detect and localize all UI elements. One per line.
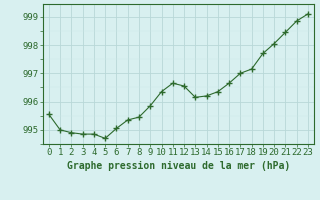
X-axis label: Graphe pression niveau de la mer (hPa): Graphe pression niveau de la mer (hPa): [67, 161, 290, 171]
